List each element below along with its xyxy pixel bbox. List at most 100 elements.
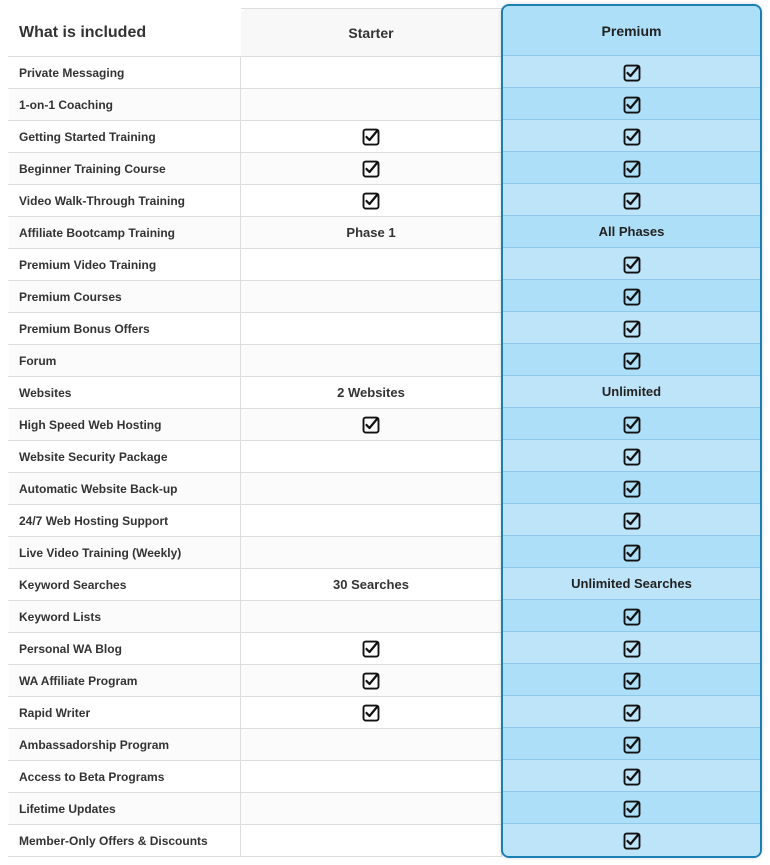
premium-column: Premium All Phases Unlimited Unlimited Sea… (501, 4, 762, 858)
premium-cell (503, 728, 760, 760)
feature-label: Getting Started Training (9, 121, 241, 153)
premium-cell (503, 600, 760, 632)
premium-cell: Unlimited (503, 376, 760, 408)
check-icon (362, 704, 380, 722)
feature-label: Live Video Training (Weekly) (9, 537, 241, 569)
feature-label: Beginner Training Course (9, 153, 241, 185)
premium-cell (503, 184, 760, 216)
check-icon (623, 352, 641, 370)
premium-cell (503, 760, 760, 792)
check-icon (623, 160, 641, 178)
premium-cell (503, 504, 760, 536)
starter-cell (241, 793, 502, 825)
feature-label: Keyword Searches (9, 569, 241, 601)
premium-cell: All Phases (503, 216, 760, 248)
feature-label: Website Security Package (9, 441, 241, 473)
starter-cell (241, 825, 502, 857)
check-icon (623, 832, 641, 850)
premium-cell (503, 792, 760, 824)
feature-label: Private Messaging (9, 57, 241, 89)
feature-label: Premium Courses (9, 281, 241, 313)
feature-label: WA Affiliate Program (9, 665, 241, 697)
feature-label: Video Walk-Through Training (9, 185, 241, 217)
starter-cell (241, 441, 502, 473)
feature-label: Premium Video Training (9, 249, 241, 281)
feature-label: High Speed Web Hosting (9, 409, 241, 441)
premium-cell (503, 664, 760, 696)
starter-cell (241, 729, 502, 761)
feature-label: Affiliate Bootcamp Training (9, 217, 241, 249)
check-icon (623, 640, 641, 658)
premium-cell (503, 88, 760, 120)
premium-header: Premium (503, 6, 760, 56)
check-icon (623, 192, 641, 210)
check-icon (623, 256, 641, 274)
premium-cell (503, 56, 760, 88)
premium-cell (503, 472, 760, 504)
premium-cell (503, 152, 760, 184)
premium-cell (503, 408, 760, 440)
feature-label: 24/7 Web Hosting Support (9, 505, 241, 537)
starter-cell (241, 153, 502, 185)
check-icon (362, 672, 380, 690)
check-icon (623, 704, 641, 722)
starter-cell (241, 697, 502, 729)
starter-cell: 30 Searches (241, 569, 502, 601)
starter-cell (241, 761, 502, 793)
check-icon (623, 544, 641, 562)
feature-label: Access to Beta Programs (9, 761, 241, 793)
comparison-table-wrap: What is included Starter Private Messagi… (8, 8, 762, 857)
feature-label: Personal WA Blog (9, 633, 241, 665)
premium-cell: Unlimited Searches (503, 568, 760, 600)
starter-cell (241, 505, 502, 537)
check-icon (623, 672, 641, 690)
feature-label: Member-Only Offers & Discounts (9, 825, 241, 857)
feature-label: Automatic Website Back-up (9, 473, 241, 505)
check-icon (362, 640, 380, 658)
check-icon (623, 416, 641, 434)
feature-label: Ambassadorship Program (9, 729, 241, 761)
starter-cell (241, 345, 502, 377)
starter-cell (241, 633, 502, 665)
premium-cell (503, 440, 760, 472)
premium-cell (503, 696, 760, 728)
premium-cell (503, 280, 760, 312)
check-icon (623, 288, 641, 306)
check-icon (623, 448, 641, 466)
check-icon (623, 800, 641, 818)
header-starter: Starter (241, 9, 502, 57)
check-icon (362, 192, 380, 210)
starter-cell (241, 281, 502, 313)
check-icon (623, 128, 641, 146)
check-icon (623, 64, 641, 82)
starter-cell (241, 601, 502, 633)
starter-cell (241, 249, 502, 281)
check-icon (623, 480, 641, 498)
premium-cell (503, 312, 760, 344)
starter-cell (241, 473, 502, 505)
feature-label: Websites (9, 377, 241, 409)
check-icon (362, 128, 380, 146)
premium-cell (503, 632, 760, 664)
feature-label: 1-on-1 Coaching (9, 89, 241, 121)
premium-cell (503, 824, 760, 856)
feature-label: Lifetime Updates (9, 793, 241, 825)
starter-cell (241, 89, 502, 121)
feature-label: Keyword Lists (9, 601, 241, 633)
starter-cell (241, 665, 502, 697)
starter-cell: 2 Websites (241, 377, 502, 409)
premium-cell (503, 344, 760, 376)
check-icon (623, 736, 641, 754)
starter-cell (241, 313, 502, 345)
premium-cell (503, 248, 760, 280)
check-icon (362, 416, 380, 434)
check-icon (623, 320, 641, 338)
starter-cell (241, 409, 502, 441)
starter-cell (241, 185, 502, 217)
check-icon (362, 160, 380, 178)
premium-cell (503, 120, 760, 152)
header-title: What is included (9, 9, 241, 57)
feature-label: Forum (9, 345, 241, 377)
starter-cell (241, 57, 502, 89)
starter-cell (241, 121, 502, 153)
